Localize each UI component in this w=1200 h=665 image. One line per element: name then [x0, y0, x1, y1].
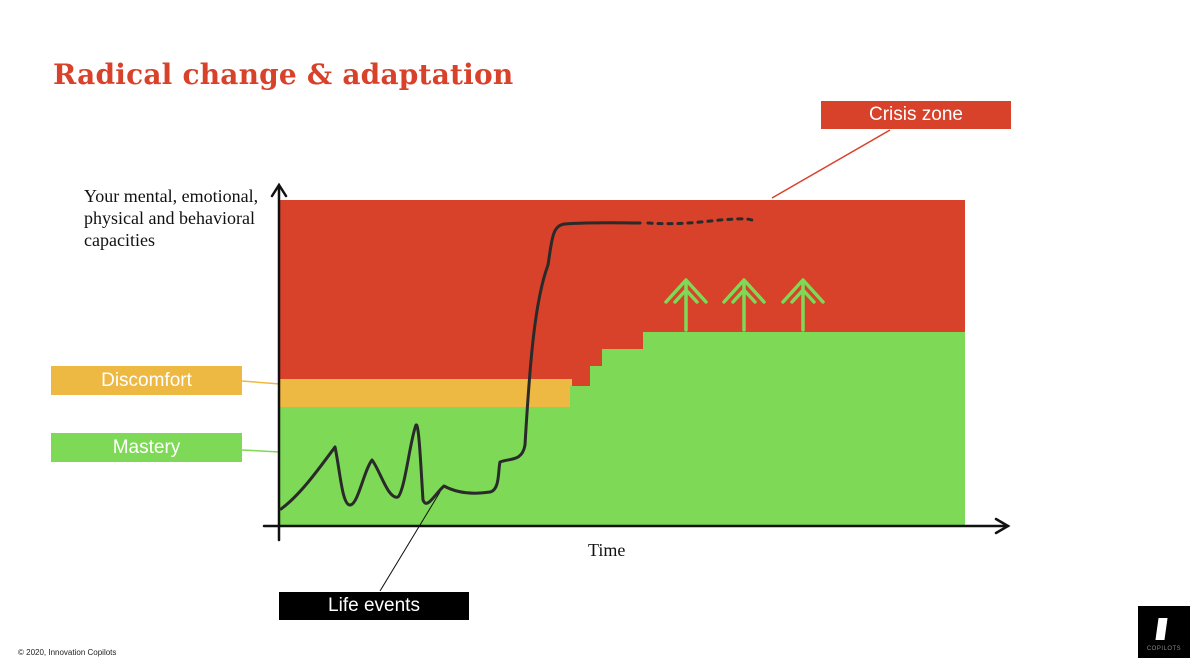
mastery-connector — [241, 449, 281, 453]
company-logo: COPILOTS — [1138, 606, 1190, 658]
up-arrow-icon — [722, 278, 766, 332]
capacity-curve — [279, 221, 642, 511]
slide-title: Radical change & adaptation — [53, 58, 514, 91]
x-axis-label: Time — [588, 540, 626, 560]
logo-text: COPILOTS — [1146, 646, 1182, 652]
capacity-curve-dotted — [646, 217, 754, 226]
y-axis-label: Your mental, emotional, physical and beh… — [84, 186, 259, 250]
discomfort-label: Discomfort — [51, 366, 242, 395]
up-arrow-icon — [664, 278, 708, 332]
axes — [262, 182, 1011, 542]
copyright-notice: © 2020, Innovation Copilots — [18, 648, 117, 657]
up-arrow-icon — [781, 278, 825, 332]
mastery-label: Mastery — [51, 433, 242, 462]
growth-arrows — [664, 278, 825, 332]
logo-mark-icon — [1155, 618, 1168, 640]
life-events-connector — [379, 491, 441, 592]
mastery-zone — [280, 332, 965, 526]
life-events-label: Life events — [279, 592, 469, 620]
x-axis-arrowhead — [994, 517, 1011, 535]
discomfort-connector — [241, 380, 281, 385]
discomfort-zone — [280, 379, 572, 407]
crisis-zone-label: Crisis zone — [821, 101, 1011, 129]
y-axis-arrowhead — [270, 182, 288, 198]
crisis-connector — [771, 129, 891, 199]
